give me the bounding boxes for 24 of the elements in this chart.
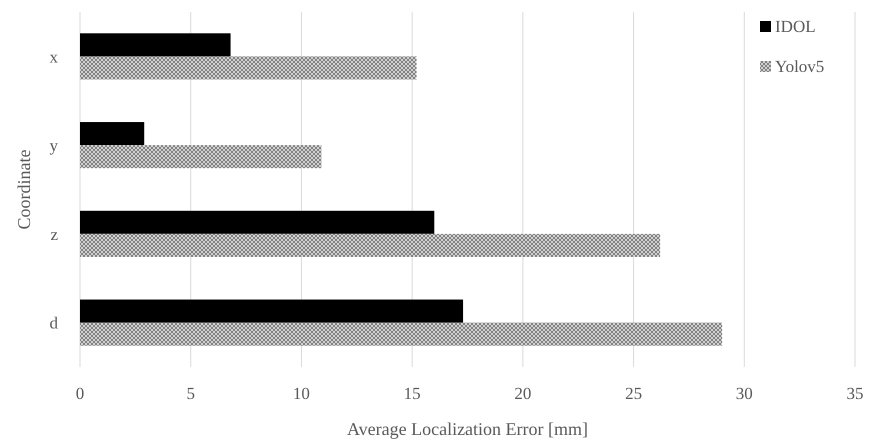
y-axis-title: Coordinate bbox=[14, 150, 34, 230]
y-tick-label: y bbox=[50, 136, 58, 156]
y-tick-label: d bbox=[50, 314, 58, 333]
bar bbox=[80, 56, 417, 80]
bar bbox=[80, 145, 322, 168]
x-tick-label: 35 bbox=[846, 384, 864, 403]
y-tick-label: x bbox=[50, 47, 58, 66]
x-tick-label: 0 bbox=[76, 384, 84, 403]
bar bbox=[80, 122, 144, 146]
legend-label: Yolov5 bbox=[775, 57, 824, 76]
legend-label: IDOL bbox=[775, 17, 816, 36]
y-tick-label: z bbox=[50, 224, 58, 244]
x-tick-label: 15 bbox=[404, 384, 421, 403]
x-tick-label: 30 bbox=[736, 384, 753, 403]
x-tick-label: 10 bbox=[292, 384, 310, 403]
x-axis-title: Average Localization Error [mm] bbox=[346, 419, 588, 439]
x-tick-label: 20 bbox=[514, 384, 532, 403]
x-tick-label: 25 bbox=[625, 384, 642, 403]
bar bbox=[80, 33, 231, 56]
bar bbox=[80, 322, 722, 346]
bar bbox=[80, 234, 660, 257]
x-tick-label: 5 bbox=[186, 384, 195, 403]
bar bbox=[80, 300, 464, 323]
bar bbox=[80, 210, 434, 234]
